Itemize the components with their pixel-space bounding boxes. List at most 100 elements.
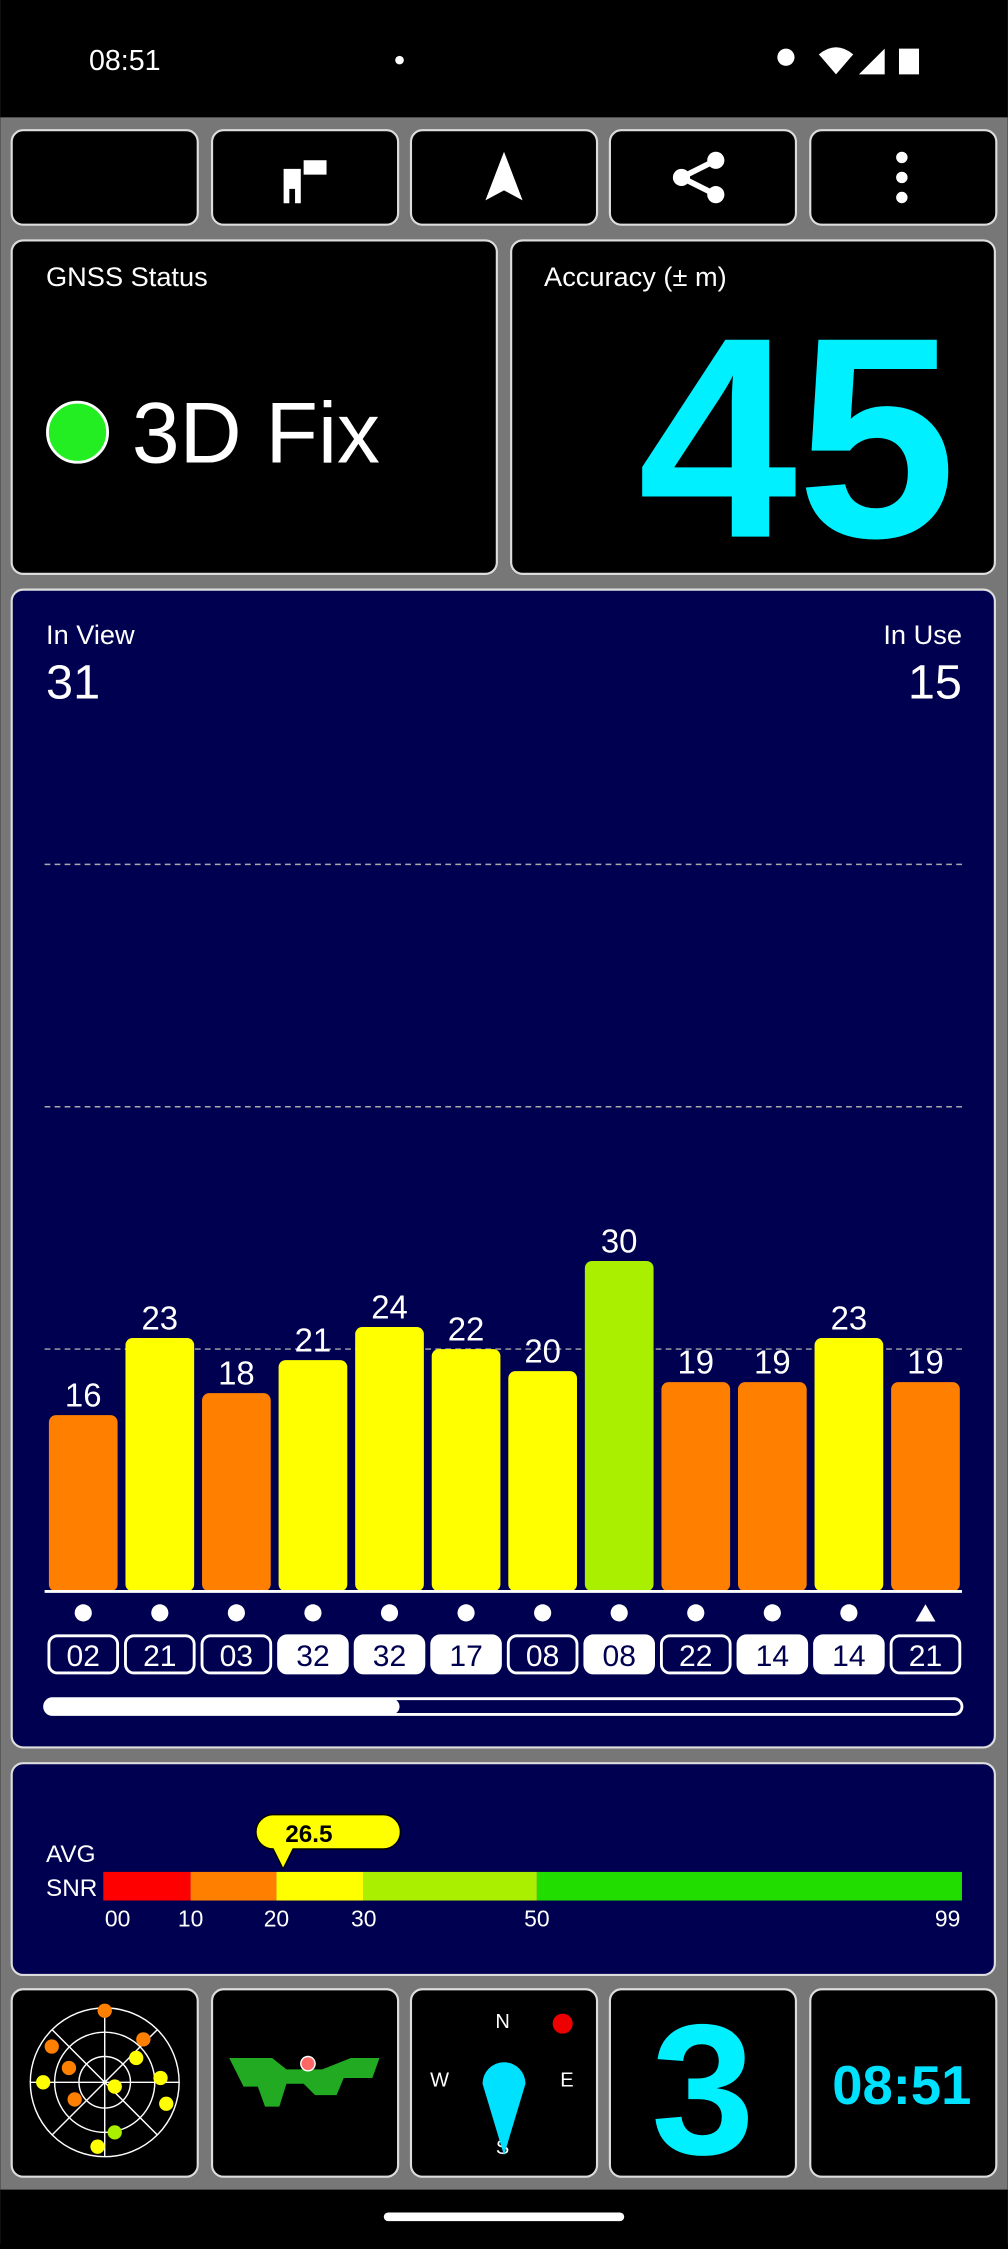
bar xyxy=(661,1382,731,1592)
prn-label: 02 xyxy=(67,1640,100,1673)
snr-tick-label: 50 xyxy=(524,1905,549,1931)
fix-indicator xyxy=(46,400,110,464)
accuracy-value: 45 xyxy=(638,278,956,598)
sky-sat xyxy=(153,2070,168,2086)
prn-label: 32 xyxy=(296,1640,329,1673)
prn-box xyxy=(353,1634,426,1675)
prn-box xyxy=(736,1634,809,1675)
sky-sat xyxy=(107,2079,122,2094)
sat-marker xyxy=(304,1604,322,1622)
snr-label: AVG xyxy=(46,1841,96,1868)
menu-dot xyxy=(896,191,908,204)
sat-marker xyxy=(687,1604,705,1622)
sky-sat xyxy=(90,2139,105,2154)
bar xyxy=(431,1349,501,1592)
sat-marker xyxy=(380,1604,399,1622)
tile[interactable] xyxy=(809,1988,998,2178)
gnss-panel xyxy=(10,239,498,575)
location-dot xyxy=(300,2055,316,2072)
in-use-label: In Use xyxy=(883,619,962,650)
bar xyxy=(891,1382,960,1592)
in-view-value: 31 xyxy=(46,655,100,709)
value-label: 23 xyxy=(831,1299,868,1336)
sky-sat xyxy=(129,2050,144,2066)
prn-box xyxy=(430,1634,502,1675)
snr-label: SNR xyxy=(46,1875,97,1902)
avg-label: 26.5 xyxy=(285,1821,332,1848)
prn-box xyxy=(889,1634,962,1675)
sky-sat xyxy=(107,2125,122,2140)
bar xyxy=(814,1338,884,1592)
sat-marker xyxy=(227,1604,245,1622)
bar xyxy=(202,1393,271,1592)
person-icon xyxy=(283,160,327,204)
prn-box xyxy=(813,1634,885,1675)
prn-box xyxy=(506,1634,579,1675)
status-time: 08:51 xyxy=(89,45,161,77)
home-indicator[interactable] xyxy=(383,2212,625,2222)
gnss-label: GNSS Status xyxy=(46,261,208,292)
value-label: 19 xyxy=(677,1344,714,1381)
prn-box xyxy=(124,1634,196,1675)
share-dot xyxy=(707,151,725,169)
sky-sat xyxy=(159,2096,174,2111)
tile[interactable] xyxy=(608,1988,798,2178)
menu-dot xyxy=(896,171,908,184)
prn-box xyxy=(583,1634,655,1675)
snr-segment xyxy=(190,1871,277,1901)
snr-segment xyxy=(536,1871,962,1901)
bar xyxy=(48,1415,118,1592)
compass-needle xyxy=(482,2062,526,2156)
accuracy-panel xyxy=(510,239,996,575)
value-label: 16 xyxy=(65,1377,102,1414)
value-label: 19 xyxy=(907,1344,944,1381)
scroll-thumb[interactable] xyxy=(44,1698,400,1715)
world-map xyxy=(229,2057,380,2107)
prn-box xyxy=(659,1634,732,1675)
sky-axes xyxy=(30,2007,180,2157)
compass-dot xyxy=(552,2013,573,2034)
prn-label: 21 xyxy=(909,1640,942,1673)
value-label: 24 xyxy=(371,1288,408,1325)
prn-label: 14 xyxy=(756,1640,789,1673)
sky-sat xyxy=(44,2039,59,2054)
snr-tick-label: 99 xyxy=(935,1905,960,1931)
sky-sat xyxy=(36,2075,51,2090)
gnss-value: 3D Fix xyxy=(132,385,380,481)
bar xyxy=(737,1382,807,1592)
snr-tick-label: 20 xyxy=(264,1905,289,1931)
compass-letter: W xyxy=(430,2070,449,2092)
value-label: 23 xyxy=(142,1299,179,1336)
snr-tick-label: 00 xyxy=(105,1905,130,1931)
toolbar-button[interactable] xyxy=(210,129,400,226)
prn-label: 08 xyxy=(602,1640,635,1673)
toolbar-button[interactable] xyxy=(10,129,199,226)
snr-tick-label: 10 xyxy=(178,1905,203,1931)
prn-label: 08 xyxy=(526,1640,559,1673)
prn-label: 32 xyxy=(373,1640,406,1673)
prn-label: 21 xyxy=(143,1640,176,1673)
value-label: 20 xyxy=(524,1333,561,1370)
sat-marker xyxy=(610,1604,628,1622)
avg-marker xyxy=(255,1813,402,1871)
snr-segment xyxy=(276,1871,364,1901)
bar xyxy=(355,1327,424,1592)
in-use-value: 15 xyxy=(908,655,962,709)
toolbar-button[interactable] xyxy=(608,129,798,226)
sat-marker xyxy=(840,1604,858,1622)
prn-box xyxy=(47,1634,120,1675)
prn-label: 03 xyxy=(220,1640,253,1673)
in-view-label: In View xyxy=(46,619,135,650)
compass-letter: E xyxy=(560,2070,573,2092)
value-label: 18 xyxy=(218,1355,255,1392)
sky-sat xyxy=(61,2060,77,2076)
snr-segment xyxy=(103,1871,191,1901)
sat-marker xyxy=(74,1604,92,1622)
snr-panel xyxy=(10,1762,996,1977)
prn-box xyxy=(200,1634,273,1675)
snr-tick-label: 30 xyxy=(351,1905,376,1931)
accuracy-label: Accuracy (± m) xyxy=(544,261,727,292)
value-label: 22 xyxy=(448,1310,485,1347)
